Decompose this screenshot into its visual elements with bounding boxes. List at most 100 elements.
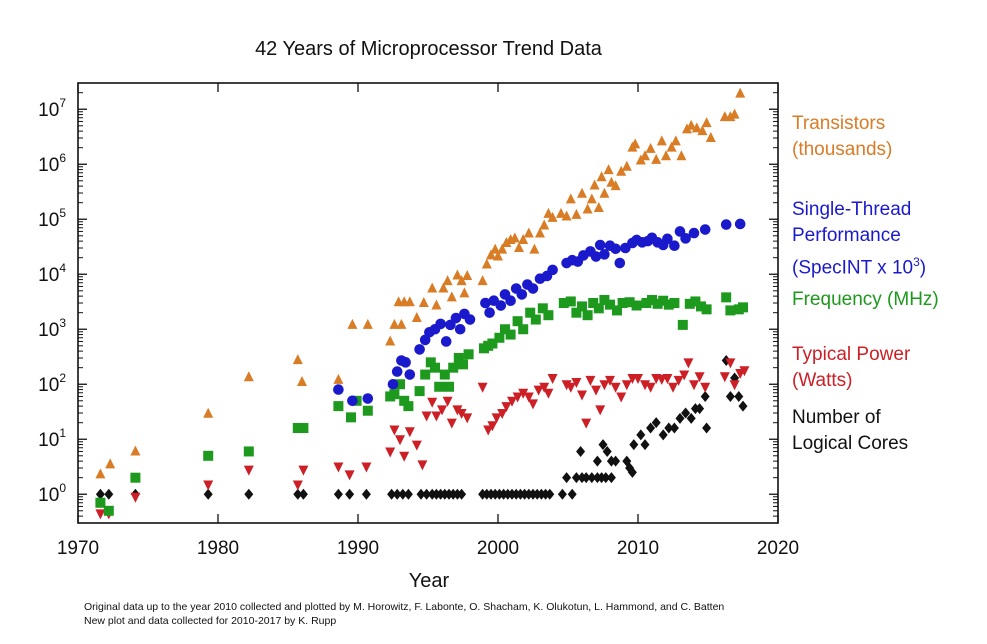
data-point	[292, 354, 303, 365]
data-point	[425, 357, 436, 368]
data-point	[414, 344, 425, 355]
data-point	[633, 373, 643, 384]
data-point	[599, 380, 610, 391]
data-point	[663, 299, 674, 310]
data-point	[481, 258, 492, 269]
data-point	[646, 422, 656, 434]
data-point	[333, 462, 344, 473]
data-point	[662, 233, 673, 245]
data-point	[439, 369, 450, 380]
data-point	[435, 318, 446, 330]
legend-single-thread-line1: Single-Thread	[792, 199, 912, 220]
data-point	[392, 488, 402, 500]
data-point	[606, 472, 616, 484]
data-point	[501, 236, 512, 247]
y-tick-exponent: 3	[59, 316, 66, 330]
x-axis-label: Year	[408, 570, 450, 592]
y-tick-label: 105	[38, 206, 66, 231]
data-point	[477, 382, 488, 393]
data-point	[95, 497, 106, 508]
data-point	[385, 335, 396, 346]
data-point	[495, 300, 507, 311]
data-point	[505, 329, 516, 340]
data-point	[729, 108, 740, 119]
data-point	[624, 297, 635, 308]
data-point	[571, 472, 581, 484]
data-point	[243, 371, 254, 382]
y-tick-base: 10	[38, 265, 59, 286]
data-point	[679, 370, 690, 381]
data-point	[533, 385, 544, 396]
y-tick-base: 10	[38, 375, 59, 396]
data-point	[523, 227, 534, 238]
y-tick-label: 101	[38, 426, 66, 451]
data-point	[537, 303, 548, 314]
data-point	[389, 425, 400, 436]
data-point	[459, 287, 470, 298]
y-tick-base: 10	[38, 155, 59, 176]
data-point	[571, 307, 582, 318]
data-point	[691, 122, 702, 133]
data-point	[658, 295, 669, 306]
data-point	[442, 396, 453, 407]
data-point	[640, 150, 650, 161]
data-point	[462, 269, 473, 280]
data-point	[591, 385, 601, 396]
data-point	[416, 488, 426, 500]
data-point	[611, 455, 621, 467]
data-point	[399, 451, 410, 462]
data-point	[701, 304, 712, 315]
data-point	[669, 298, 680, 308]
data-point	[539, 382, 550, 393]
data-point	[689, 380, 699, 391]
data-point	[298, 488, 308, 500]
data-point	[652, 298, 663, 309]
data-point	[347, 318, 358, 329]
credits-line2: New plot and data collected for 2010-201…	[84, 615, 337, 627]
data-point	[535, 227, 545, 238]
data-point	[640, 380, 650, 391]
data-point	[596, 171, 607, 182]
data-point	[631, 300, 642, 311]
data-point	[598, 439, 608, 451]
legend-single-thread: Single-Thread Performance (SpecINT x 103…	[792, 197, 926, 281]
data-point	[645, 382, 656, 393]
data-point	[662, 373, 673, 384]
data-point	[694, 372, 705, 383]
data-point	[446, 418, 457, 429]
data-point	[361, 488, 371, 500]
y-tick-label: 102	[38, 371, 66, 396]
data-point	[702, 422, 712, 434]
data-point	[587, 472, 597, 484]
data-point	[395, 379, 405, 390]
data-point	[399, 395, 410, 406]
data-point	[595, 405, 606, 416]
data-point	[298, 465, 309, 476]
data-point	[414, 386, 425, 397]
data-point	[675, 412, 685, 424]
data-point	[333, 373, 344, 384]
data-point	[297, 375, 307, 386]
data-point	[493, 250, 503, 261]
data-point	[725, 358, 736, 369]
data-point	[95, 468, 106, 479]
data-point	[556, 207, 566, 218]
data-point	[518, 324, 529, 335]
data-point	[719, 372, 730, 383]
data-point	[442, 275, 453, 286]
x-tick-label: 1980	[197, 538, 239, 559]
data-point	[477, 275, 488, 286]
data-point	[577, 187, 587, 198]
data-point	[457, 488, 467, 500]
data-point	[437, 405, 447, 416]
y-tick-base: 10	[38, 320, 59, 341]
data-point	[686, 119, 697, 130]
data-point	[395, 435, 405, 446]
data-point	[387, 378, 399, 390]
data-point	[130, 472, 141, 483]
data-point	[203, 480, 214, 491]
data-point	[701, 117, 712, 128]
data-point	[610, 243, 621, 255]
y-tick-label: 100	[38, 481, 66, 506]
data-point	[389, 318, 400, 329]
